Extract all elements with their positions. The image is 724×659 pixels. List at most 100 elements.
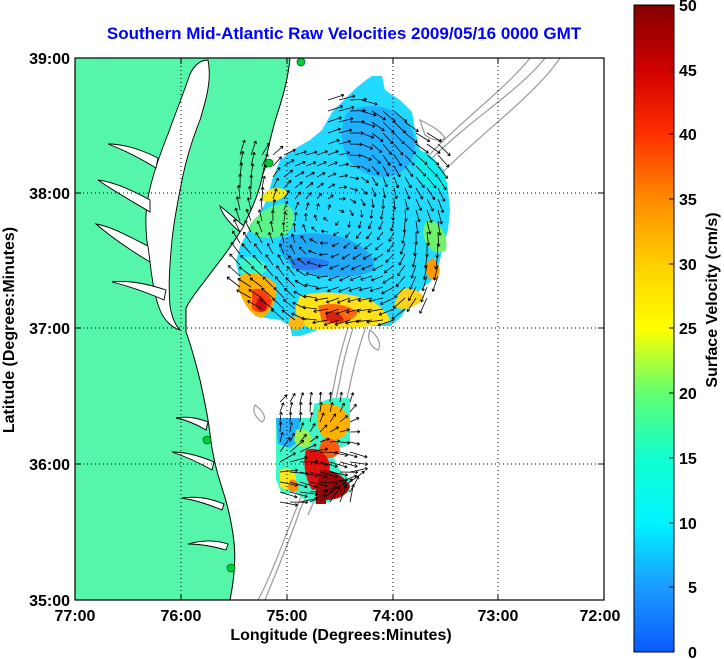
velocity-arrow [371, 132, 384, 142]
velocity-arrow [348, 286, 362, 292]
velocity-arrow [367, 308, 384, 314]
velocity-arrow [357, 220, 362, 229]
velocity-arrow [329, 413, 337, 423]
colorbar-tick-label: 10 [679, 516, 697, 533]
velocity-arrow [299, 443, 317, 453]
velocity-arrow [360, 143, 374, 150]
velocity-arrow [426, 198, 434, 212]
velocity-arrow [263, 265, 274, 277]
velocity-arrow [240, 254, 252, 266]
velocity-arrow [261, 175, 266, 189]
velocity-arrow [247, 300, 263, 310]
velocity-arrow [415, 209, 421, 223]
y-tick-label: 39:00 [29, 51, 70, 68]
velocity-arrow [274, 276, 285, 288]
velocity-arrow [226, 276, 241, 288]
velocity-arrow [241, 243, 252, 255]
velocity-arrow [299, 471, 318, 478]
velocity-arrow [327, 286, 340, 293]
x-tick-label: 75:00 [267, 608, 308, 625]
x-tick-label: 74:00 [373, 608, 414, 625]
velocity-arrow [404, 176, 412, 189]
velocity-arrow [302, 305, 318, 310]
velocity-arrow [345, 319, 362, 325]
velocity-arrow [255, 231, 263, 244]
velocity-arrow [385, 253, 395, 263]
colorbar-tick-label: 35 [679, 192, 697, 209]
velocity-arrow [319, 412, 325, 423]
y-tick-label: 38:00 [29, 186, 70, 203]
velocity-arrow [339, 402, 345, 413]
velocity-arrow [279, 468, 299, 473]
velocity-arrow [251, 266, 263, 277]
velocity-arrow [233, 219, 241, 233]
velocity-arrow [289, 421, 294, 433]
velocity-arrow [401, 231, 406, 244]
velocity-arrow [437, 198, 445, 214]
velocity-arrow [305, 182, 314, 189]
velocity-arrow [338, 105, 355, 112]
velocity-arrow [311, 226, 318, 233]
velocity-arrow [397, 264, 406, 277]
velocity-arrow [289, 392, 296, 403]
velocity-arrow [294, 171, 305, 178]
velocity-arrow [349, 403, 357, 413]
velocity-arrow [250, 151, 256, 167]
velocity-arrow [373, 253, 384, 261]
velocity-arrow [294, 150, 307, 156]
velocity-arrow [371, 110, 386, 121]
velocity-arrow [338, 117, 354, 123]
velocity-arrow [262, 276, 274, 288]
velocity-arrow [426, 187, 436, 200]
velocity-arrow [245, 208, 252, 222]
velocity-arrow [327, 93, 345, 101]
velocity-arrow [437, 220, 442, 236]
velocity-arrow [360, 121, 376, 128]
velocity-arrow [283, 159, 295, 167]
plot-frame [74, 57, 605, 601]
velocity-arrow [437, 187, 446, 202]
velocity-arrow [370, 275, 384, 282]
velocity-arrow [329, 486, 341, 503]
velocity-arrow [338, 128, 353, 134]
velocity-arrow [382, 187, 387, 199]
velocity-arrow [360, 187, 368, 195]
velocity-arrow [329, 426, 340, 433]
velocity-arrow [360, 165, 371, 172]
velocity-arrow [371, 143, 383, 153]
velocity-arrow [236, 184, 241, 200]
velocity-arrow [283, 179, 292, 189]
velocity-arrow [289, 456, 308, 463]
velocity-arrow [360, 99, 378, 106]
velocity-arrow [284, 288, 296, 299]
velocity-arrow [259, 198, 264, 211]
velocity-arrow [305, 272, 318, 277]
velocity-arrow [383, 264, 395, 274]
velocity-arrow [279, 411, 283, 423]
colorbar-tick-label: 5 [688, 580, 697, 597]
velocity-arrow [327, 150, 339, 156]
velocity-arrow [297, 257, 307, 266]
velocity-arrow [351, 264, 362, 271]
velocity-arrow [289, 491, 308, 498]
velocity-arrow [371, 154, 381, 164]
velocity-arrow [426, 209, 433, 224]
velocity-arrow [378, 308, 395, 316]
velocity-arrow [339, 474, 358, 483]
velocity-arrow [415, 187, 424, 200]
velocity-arrow [437, 176, 447, 191]
velocity-arrow [349, 275, 362, 282]
velocity-arrow [289, 439, 305, 453]
velocity-arrow [280, 232, 285, 244]
y-tick-label: 35:00 [29, 593, 70, 610]
velocity-arrow [375, 242, 384, 251]
velocity-arrow [312, 319, 329, 325]
station-marker [226, 563, 236, 573]
velocity-arrow [371, 187, 377, 198]
colorbar-tick-label: 20 [679, 386, 697, 403]
velocity-arrow [339, 440, 351, 445]
velocity-arrow [239, 139, 246, 156]
velocity-arrow [294, 280, 307, 288]
velocity-arrow [319, 489, 334, 503]
velocity-arrow [248, 289, 263, 299]
